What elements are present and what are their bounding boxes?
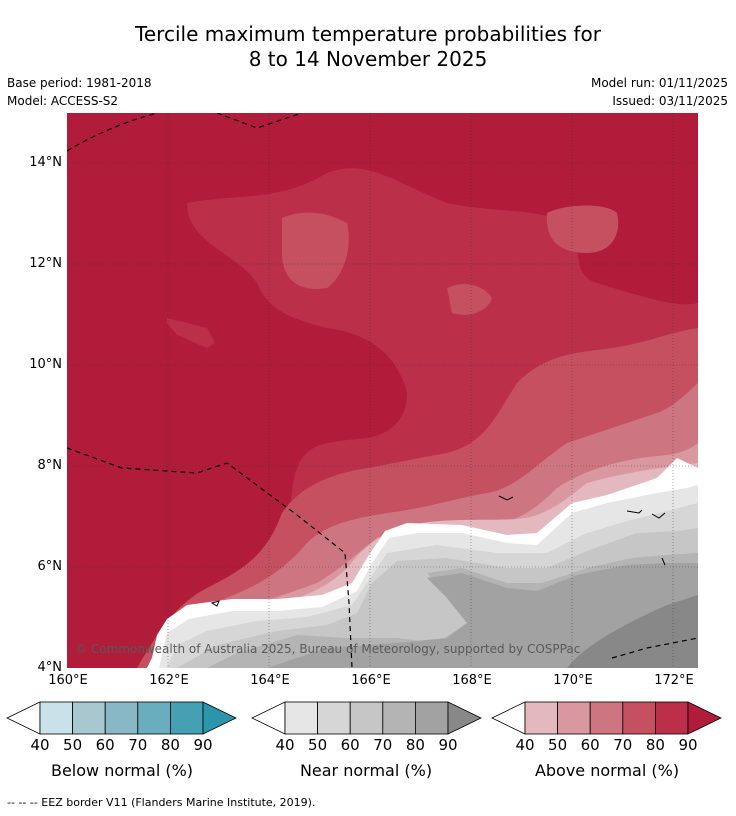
below-normal-colorbar — [6, 701, 237, 735]
lat-tick: 10°N — [29, 357, 62, 372]
colorbar-tick-label: 70 — [613, 736, 633, 754]
colorbar-extend-high — [687, 701, 722, 735]
meta-right: Model run: 01/11/2025 Issued: 03/11/2025 — [591, 74, 728, 110]
colorbar-segment — [317, 701, 351, 735]
below-normal-label: Below normal (%) — [50, 761, 194, 780]
colorbar-segment — [72, 701, 106, 735]
lat-tick: 14°N — [29, 155, 62, 170]
colorbar-tick-label: 50 — [548, 736, 568, 754]
colorbar-tick-label: 50 — [308, 736, 328, 754]
lat-tick: 8°N — [37, 458, 63, 473]
title-line-2: 8 to 14 November 2025 — [248, 47, 488, 71]
map-title: Tercile maximum temperature probabilitie… — [0, 22, 736, 72]
colorbar-segment — [39, 701, 73, 735]
colorbar-tick-label: 80 — [645, 736, 665, 754]
colorbar-segment — [414, 701, 449, 735]
colorbar-extend-high — [202, 701, 237, 735]
above-normal-label: Above normal (%) — [534, 761, 680, 780]
lon-tick: 166°E — [351, 673, 391, 688]
above-normal-colorbar — [491, 701, 722, 735]
lat-tick: 12°N — [29, 256, 62, 271]
lat-tick: 6°N — [37, 559, 63, 574]
colorbar-tick-label: 40 — [275, 736, 295, 754]
above-70-patch-east — [546, 205, 619, 253]
model-run: Model run: 01/11/2025 — [590, 76, 728, 90]
colorbar-tick-label: 70 — [128, 736, 148, 754]
colorbar-tick-label: 70 — [373, 736, 393, 754]
colorbar-tick-label: 80 — [405, 736, 425, 754]
colorbar-segment — [349, 701, 384, 735]
near-90-region — [567, 595, 698, 668]
colorbar-segment — [382, 701, 416, 735]
lon-tick: 172°E — [654, 673, 694, 688]
near-normal-colorbar — [251, 701, 482, 735]
near-normal-label: Near normal (%) — [299, 761, 433, 780]
eez-border-note: -- -- -- EEZ border V11 (Flanders Marine… — [7, 796, 316, 809]
lat-tick: 4°N — [37, 660, 63, 675]
colorbar-extend-low — [251, 701, 286, 735]
colorbar-tick-label: 40 — [515, 736, 535, 754]
colorbar-tick-label: 40 — [30, 736, 50, 754]
colorbar-tick-label: 50 — [63, 736, 83, 754]
graticule — [67, 113, 698, 668]
probability-map: © Commonwealth of Australia 2025, Bureau… — [67, 113, 698, 668]
colorbar-extend-low — [6, 701, 41, 735]
lon-tick: 162°E — [149, 673, 189, 688]
colorbar-segment — [655, 701, 689, 735]
above-80-patch — [167, 318, 215, 348]
colorbar-tick-label: 90 — [438, 736, 458, 754]
lon-tick: 168°E — [452, 673, 492, 688]
above-70-patch-mid — [447, 284, 492, 315]
colorbar-extend-high — [447, 701, 482, 735]
title-line-1: Tercile maximum temperature probabilitie… — [135, 22, 601, 46]
near-80-region — [267, 563, 698, 668]
base-period: Base period: 1981-2018 — [7, 76, 152, 90]
colorbar-tick-label: 90 — [678, 736, 698, 754]
colorbar-segment — [524, 701, 558, 735]
colorbar-segment — [137, 701, 171, 735]
lon-tick: 160°E — [48, 673, 88, 688]
above-70-patch-west — [282, 212, 349, 289]
lon-tick: 170°E — [553, 673, 593, 688]
eez-borders — [67, 113, 698, 668]
colorbar-segment — [557, 701, 591, 735]
legend-colorbars — [6, 701, 722, 735]
colorbar-tick-label: 60 — [95, 736, 115, 754]
colorbar-segment — [622, 701, 656, 735]
colorbar-tick-label: 90 — [193, 736, 213, 754]
colorbar-extend-low — [491, 701, 526, 735]
colorbar-segment — [169, 701, 204, 735]
colorbar-tick-label: 60 — [340, 736, 360, 754]
issued-date: Issued: 03/11/2025 — [612, 94, 728, 108]
colorbar-segment — [589, 701, 624, 735]
model-name: Model: ACCESS-S2 — [7, 94, 119, 108]
colorbar-segment — [104, 701, 139, 735]
copyright-text: © Commonwealth of Australia 2025, Bureau… — [75, 642, 580, 656]
lon-tick: 164°E — [250, 673, 290, 688]
colorbar-tick-label: 60 — [580, 736, 600, 754]
meta-left: Base period: 1981-2018 Model: ACCESS-S2 — [7, 74, 152, 110]
colorbar-segment — [284, 701, 318, 735]
colorbar-tick-label: 80 — [160, 736, 180, 754]
islands — [210, 495, 666, 607]
